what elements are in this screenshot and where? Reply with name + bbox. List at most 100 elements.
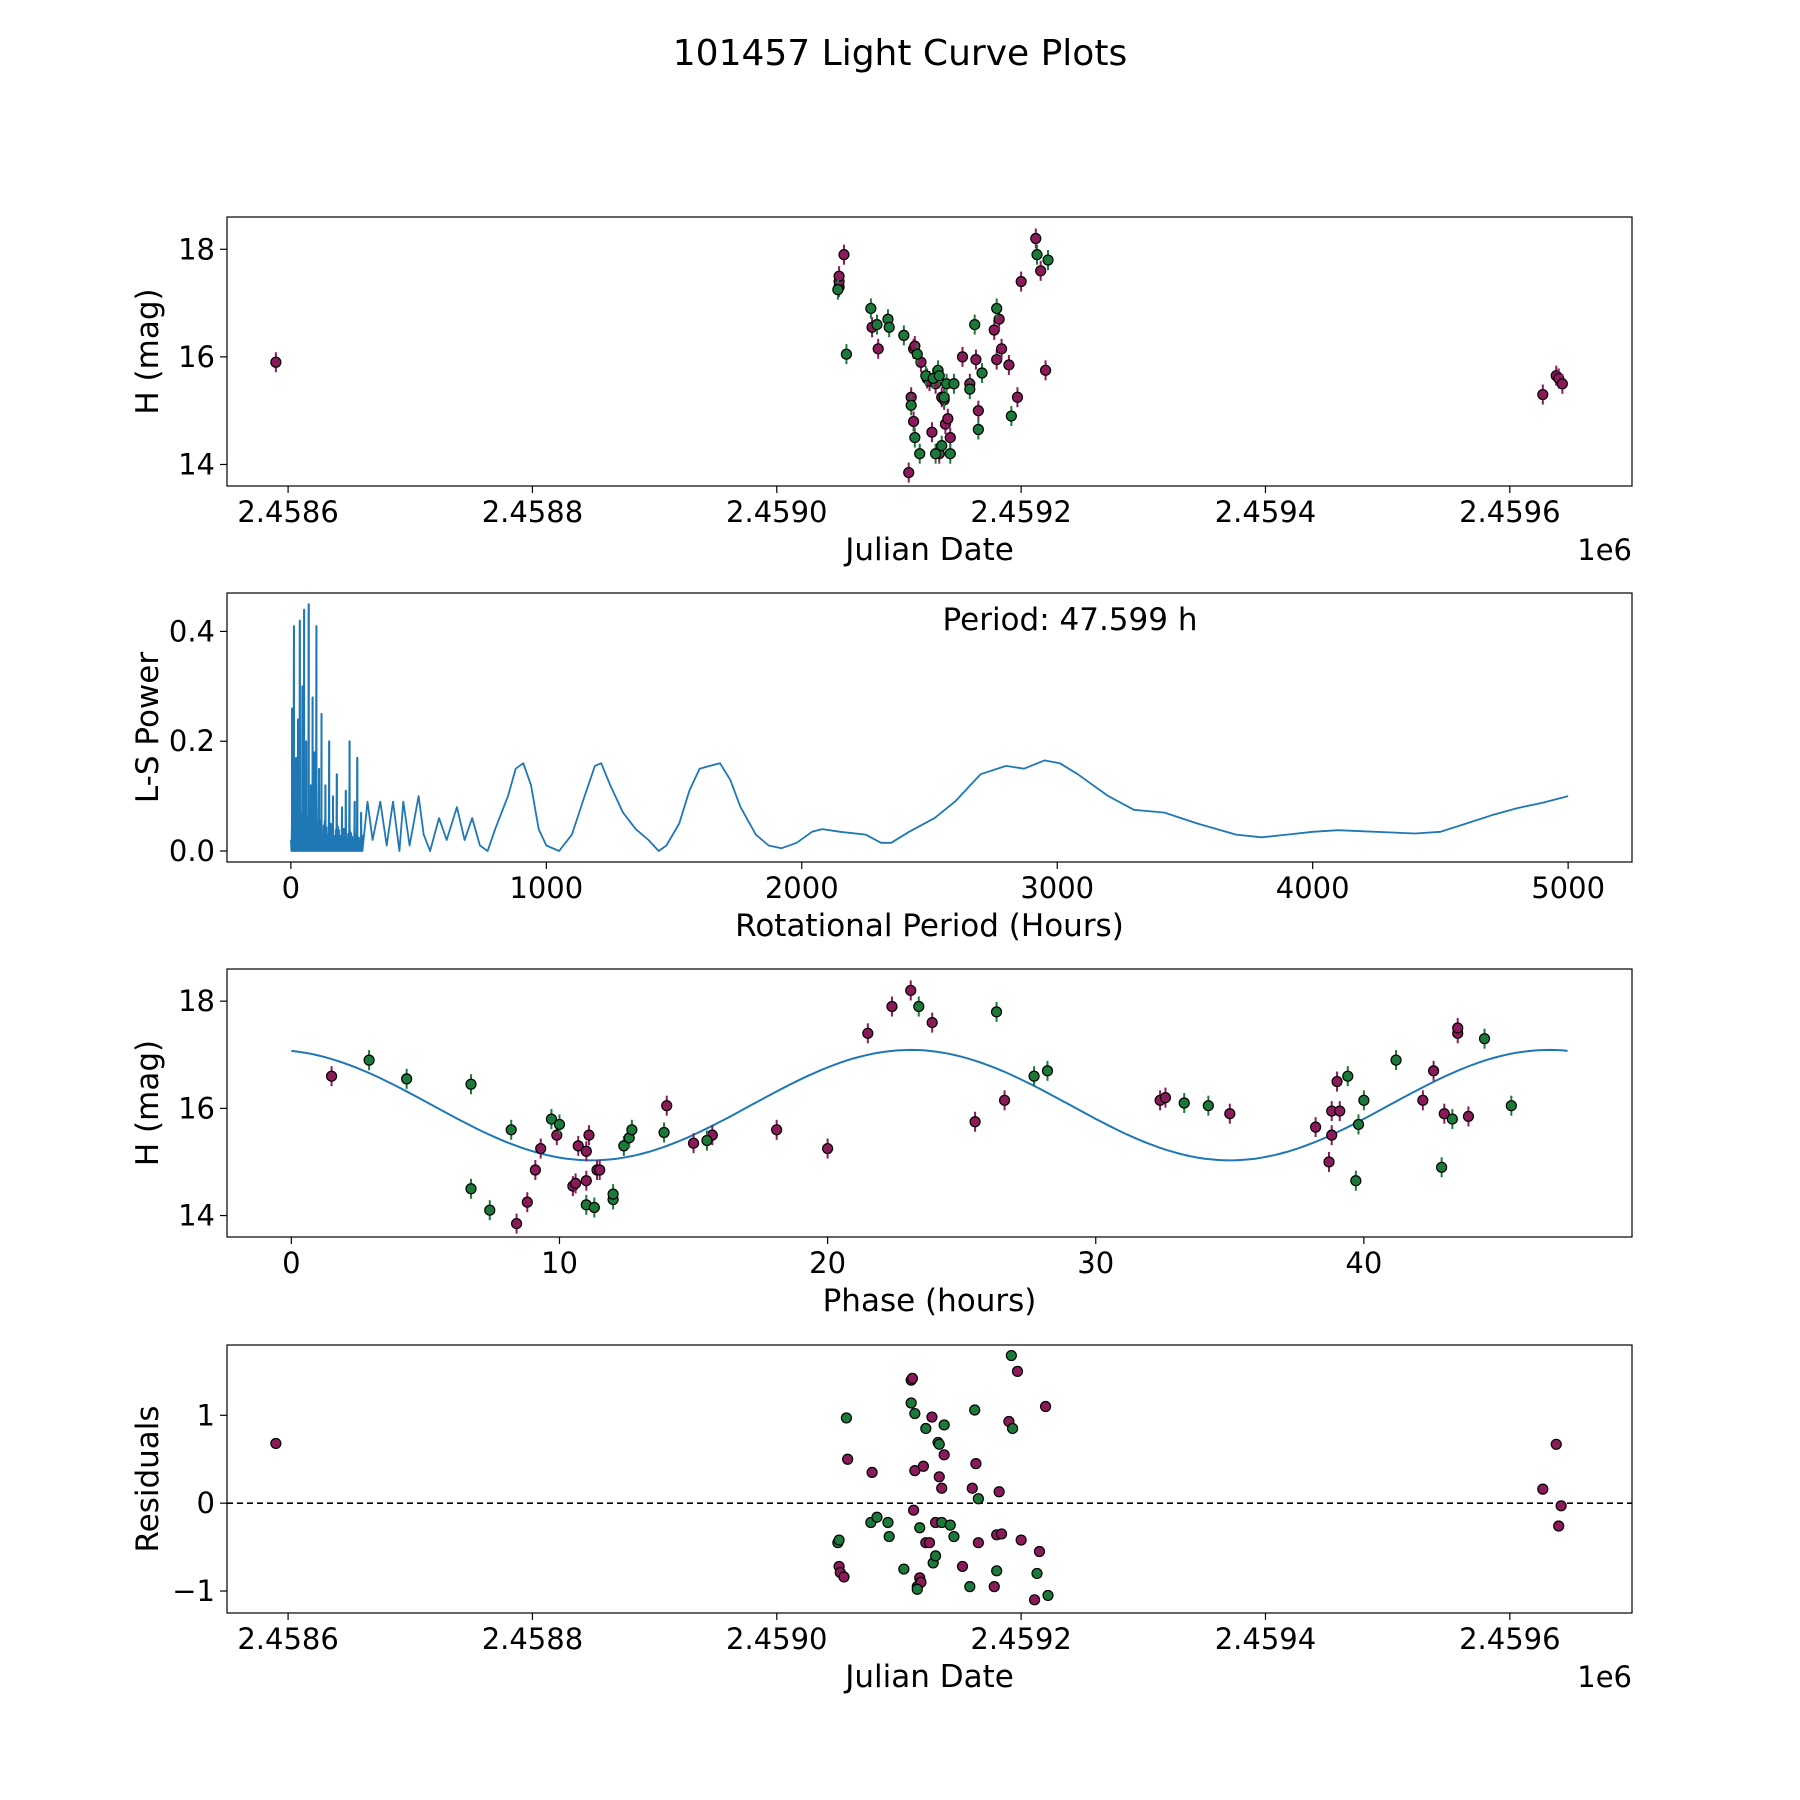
data-point-filter_a xyxy=(926,1411,938,1423)
data-point-filter_a xyxy=(966,1482,978,1494)
plot-area xyxy=(290,603,1569,852)
data-point-filter_a xyxy=(1555,1500,1567,1512)
data-point-filter_b xyxy=(948,1530,960,1543)
data-point-filter_b xyxy=(701,1134,713,1147)
data-point-filter_a xyxy=(969,1116,981,1128)
data-point-filter_b xyxy=(883,321,895,333)
data-point-filter_a xyxy=(270,1437,282,1450)
data-point-filter_b xyxy=(944,448,956,460)
data-point-filter_a xyxy=(917,1460,929,1472)
data-point-filter_a xyxy=(1452,1022,1464,1034)
y-tick-label: 1 xyxy=(197,1398,215,1432)
y-tick-label: 18 xyxy=(178,984,215,1018)
data-point-filter_a xyxy=(862,1027,874,1039)
axes-frame xyxy=(226,592,1633,863)
data-point-filter_a xyxy=(1417,1094,1429,1106)
data-point-filter_b xyxy=(1031,1567,1043,1580)
data-point-filter_b xyxy=(882,1516,894,1529)
data-point-filter_a xyxy=(886,1000,898,1013)
data-point-filter_a xyxy=(521,1196,533,1208)
x-tick-label: 5000 xyxy=(1531,871,1605,905)
x-tick-label: 2000 xyxy=(765,871,839,905)
data-point-filter_a xyxy=(1550,1438,1562,1450)
data-point-filter_b xyxy=(465,1183,477,1195)
data-point-filter_a xyxy=(872,343,884,355)
data-point-filter_b xyxy=(972,423,984,436)
data-point-filter_b xyxy=(969,319,981,331)
data-point-filter_a xyxy=(995,1528,1008,1540)
data-point-filter_b xyxy=(505,1124,517,1136)
data-point-filter_b xyxy=(911,348,923,360)
x-tick-label: 0 xyxy=(282,871,300,905)
data-point-filter_a xyxy=(933,1471,945,1483)
data-point-filter_b xyxy=(991,1565,1003,1577)
data-point-filter_b xyxy=(1436,1161,1448,1173)
data-point-filter_a xyxy=(991,353,1003,366)
y-tick-label: 18 xyxy=(178,232,215,266)
x-axis-label: Julian Date xyxy=(843,1659,1014,1695)
data-point-filter_a xyxy=(1224,1108,1236,1120)
data-point-filter_b xyxy=(871,1511,883,1523)
data-point-filter_b xyxy=(976,367,988,379)
data-point-filter_b xyxy=(1342,1070,1354,1082)
data-point-filter_a xyxy=(993,1486,1005,1498)
x-tick-label: 2.4594 xyxy=(1215,495,1316,529)
data-point-filter_b xyxy=(1350,1175,1362,1187)
data-point-filter_a xyxy=(838,1571,850,1583)
data-point-filter_b xyxy=(909,431,921,444)
data-point-filter_b xyxy=(898,329,910,341)
data-point-filter_b xyxy=(1005,410,1017,422)
data-point-filter_a xyxy=(938,1449,950,1461)
data-point-filter_a xyxy=(1427,1065,1440,1077)
data-point-filter_b xyxy=(1352,1118,1365,1131)
panel-periodogram: 0 1000 2000 3000 4000 5000 0.0 0.2 0.4 Rotational… xyxy=(130,592,1633,944)
data-point-filter_b xyxy=(832,284,844,296)
data-point-filter_b xyxy=(401,1073,413,1085)
data-point-filter_b xyxy=(1005,1349,1017,1362)
data-point-filter_a xyxy=(1323,1156,1335,1168)
data-point-filter_a xyxy=(687,1137,700,1149)
data-point-filter_b xyxy=(909,1407,921,1420)
data-point-filter_b xyxy=(865,302,877,315)
data-point-filter_a xyxy=(1462,1110,1475,1123)
data-point-filter_b xyxy=(936,440,948,452)
data-point-filter_b xyxy=(964,383,976,395)
data-point-filter_b xyxy=(913,1000,925,1013)
data-point-filter_a xyxy=(580,1145,592,1157)
data-point-filter_a xyxy=(1334,1105,1346,1117)
data-point-filter_b xyxy=(938,1419,950,1431)
data-point-filter_a xyxy=(998,1094,1011,1106)
panel-folded: 0 10 20 30 40 14 16 18 Phase (hours) H (mag) xyxy=(130,968,1633,1319)
data-point-filter_a xyxy=(838,249,850,261)
y-tick-label: −1 xyxy=(172,1574,215,1608)
x-tick-label: 2.4596 xyxy=(1459,1622,1560,1656)
panel-lightcurve: 2.4586 2.4588 2.4590 2.4592 2.4594 2.4596 14 16… xyxy=(130,216,1633,568)
data-point-filter_a xyxy=(970,1458,982,1470)
data-point-filter_b xyxy=(1028,1070,1040,1082)
data-point-filter_b xyxy=(1358,1094,1370,1106)
y-tick-label: 0.4 xyxy=(169,614,215,648)
data-point-filter_b xyxy=(1390,1054,1402,1066)
data-point-filter_b xyxy=(871,319,883,331)
axes-frame xyxy=(226,1344,1633,1614)
data-point-filter_b xyxy=(1446,1113,1458,1125)
x-tick-label: 2.4586 xyxy=(237,495,338,529)
data-point-filter_a xyxy=(1159,1092,1172,1104)
data-point-filter_a xyxy=(956,351,969,363)
y-tick-label: 0.0 xyxy=(169,834,215,868)
plot-area xyxy=(291,980,1568,1234)
data-point-filter_a xyxy=(583,1129,595,1141)
data-point-filter_a xyxy=(661,1100,673,1112)
data-point-filter_b xyxy=(969,1404,981,1416)
data-point-filter_a xyxy=(1030,232,1042,245)
data-point-filter_b xyxy=(1042,254,1054,266)
x-tick-label: 40 xyxy=(1345,1246,1382,1280)
data-point-filter_b xyxy=(840,1412,853,1424)
data-point-filter_a xyxy=(993,313,1005,325)
data-point-filter_b xyxy=(553,1118,566,1131)
data-point-filter_a xyxy=(1039,1400,1052,1413)
data-point-filter_a xyxy=(822,1142,834,1155)
data-point-filter_a xyxy=(972,405,984,417)
data-point-filter_b xyxy=(840,348,853,360)
data-point-filter_b xyxy=(933,370,945,382)
